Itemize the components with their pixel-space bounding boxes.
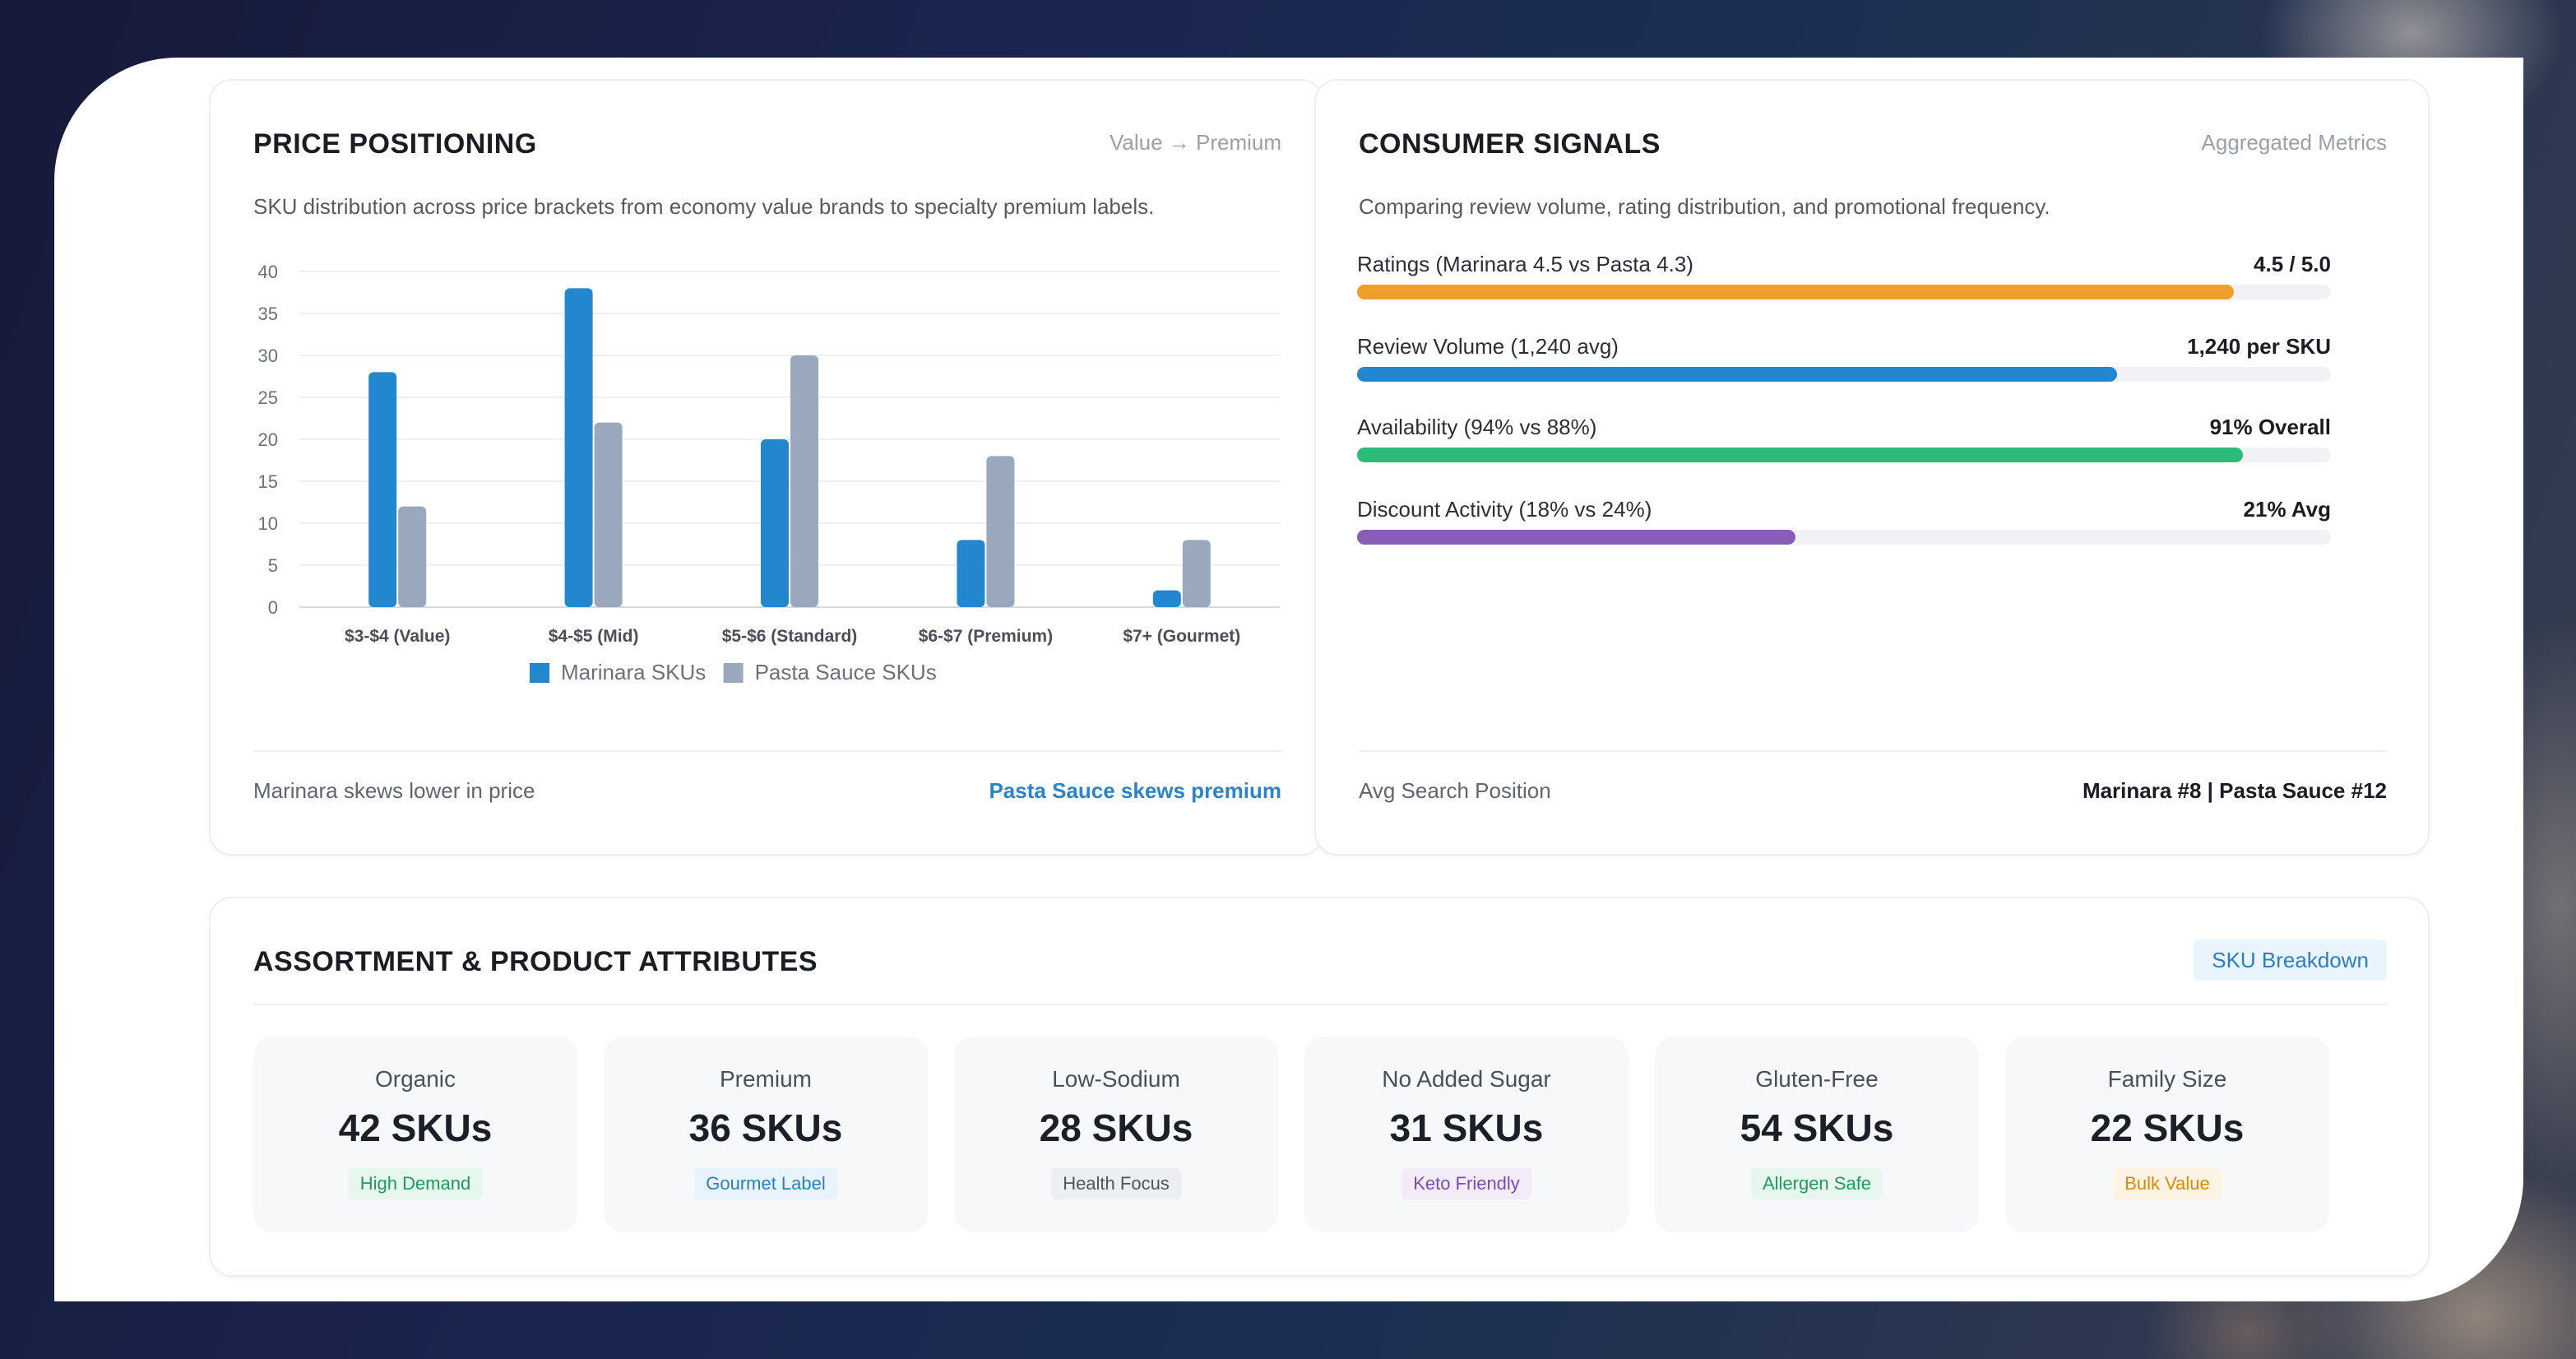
- price-footer-note: Marinara skews lower in price: [253, 778, 535, 803]
- assortment-divider: [253, 1004, 2387, 1005]
- bar-marinara: [368, 372, 397, 607]
- attribute-pill: Health Focus: [1051, 1168, 1181, 1199]
- metric-value: 1,240 per SKU: [2187, 334, 2331, 359]
- attribute-pill: Gourmet Label: [694, 1168, 837, 1199]
- progress-track: [1357, 285, 2331, 299]
- signals-footer-label: Avg Search Position: [1359, 778, 1551, 803]
- bar-marinara: [957, 540, 985, 607]
- signals-card-tag: Aggregated Metrics: [2201, 130, 2387, 155]
- attribute-name: Organic: [374, 1066, 456, 1092]
- dashboard-frame: PRICE POSITIONING Value → Premium SKU di…: [54, 58, 2523, 1301]
- y-tick-label: 35: [258, 304, 278, 324]
- attribute-sku-count: 28 SKUs: [1039, 1106, 1193, 1149]
- price-card-subtitle: SKU distribution across price brackets f…: [253, 194, 1155, 219]
- consumer-signals-card: CONSUMER SIGNALS Aggregated Metrics Comp…: [1314, 79, 2430, 856]
- x-tick-label: $4-$5 (Mid): [549, 627, 639, 646]
- x-tick-label: $5-$6 (Standard): [722, 627, 858, 646]
- attribute-name: No Added Sugar: [1382, 1066, 1551, 1092]
- bar-marinara: [761, 439, 789, 607]
- metric-label: Availability (94% vs 88%): [1357, 415, 1597, 439]
- progress-fill: [1357, 367, 2117, 382]
- attribute-pill: Allergen Safe: [1750, 1168, 1883, 1199]
- y-tick-label: 25: [258, 387, 278, 408]
- bar-marinara: [1152, 590, 1181, 607]
- legend-swatch: [530, 663, 549, 683]
- legend-label: Marinara SKUs: [561, 660, 706, 684]
- progress-track: [1357, 530, 2331, 545]
- legend-swatch: [723, 663, 744, 683]
- attribute-tile-low-sodium[interactable]: Low-Sodium 28 SKUs Health Focus: [954, 1037, 1278, 1232]
- y-tick-label: 15: [258, 471, 278, 492]
- bar-pasta-sauce: [594, 422, 623, 607]
- metric-label: Review Volume (1,240 avg): [1357, 334, 1619, 359]
- attribute-pill: Bulk Value: [2113, 1168, 2222, 1199]
- bar-pasta-sauce: [986, 456, 1015, 607]
- signals-card-subtitle: Comparing review volume, rating distribu…: [1359, 194, 2050, 219]
- x-tick-label: $7+ (Gourmet): [1123, 627, 1240, 646]
- bar-pasta-sauce: [1182, 540, 1211, 607]
- price-bar-chart: 0 5 10 15 20 25 30 35 40 $3-$4 (Value) $4-$5 (Mid)…: [258, 262, 1280, 684]
- attribute-sku-count: 31 SKUs: [1389, 1106, 1544, 1149]
- metric-value: 91% Overall: [2209, 415, 2331, 439]
- attribute-sku-count: 36 SKUs: [688, 1106, 843, 1149]
- x-tick-label: $3-$4 (Value): [345, 627, 450, 646]
- x-tick-label: $6-$7 (Premium): [919, 627, 1053, 646]
- attribute-pill: High Demand: [348, 1168, 483, 1199]
- progress-track: [1357, 367, 2331, 382]
- attribute-tile-organic[interactable]: Organic 42 SKUs High Demand: [253, 1037, 577, 1232]
- attribute-tile-gluten-free[interactable]: Gluten-Free 54 SKUs Allergen Safe: [1655, 1037, 1979, 1232]
- y-tick-label: 30: [258, 346, 278, 366]
- price-card-divider: [253, 750, 1281, 752]
- attribute-name: Low-Sodium: [1052, 1066, 1180, 1092]
- y-tick-label: 0: [268, 597, 278, 618]
- sku-breakdown-button[interactable]: SKU Breakdown: [2194, 939, 2387, 981]
- metric-label: Ratings (Marinara 4.5 vs Pasta 4.3): [1357, 252, 1693, 276]
- signals-footer-value: Marinara #8 | Pasta Sauce #12: [2082, 778, 2387, 803]
- y-tick-label: 40: [258, 262, 278, 282]
- progress-fill: [1357, 530, 1795, 545]
- y-tick-label: 10: [258, 513, 278, 534]
- attribute-tile-no-added-sugar[interactable]: No Added Sugar 31 SKUs Keto Friendly: [1304, 1037, 1629, 1232]
- price-footer-highlight[interactable]: Pasta Sauce skews premium: [989, 778, 1281, 803]
- bar-pasta-sauce: [790, 355, 818, 607]
- assortment-card: ASSORTMENT & PRODUCT ATTRIBUTES SKU Brea…: [209, 897, 2430, 1277]
- y-tick-label: 20: [258, 429, 278, 450]
- attribute-name: Family Size: [2107, 1066, 2227, 1092]
- progress-fill: [1357, 285, 2234, 299]
- signals-card-title: CONSUMER SIGNALS: [1359, 128, 1661, 160]
- bar-marinara: [564, 288, 593, 607]
- metric-label: Discount Activity (18% vs 24%): [1357, 497, 1652, 522]
- attribute-tile-premium[interactable]: Premium 36 SKUs Gourmet Label: [604, 1037, 928, 1232]
- price-card-tag: Value → Premium: [1109, 130, 1281, 155]
- y-tick-label: 5: [268, 555, 278, 576]
- signals-card-divider: [1359, 750, 2387, 752]
- attribute-pill: Keto Friendly: [1402, 1168, 1531, 1199]
- price-card-title: PRICE POSITIONING: [253, 128, 537, 160]
- assortment-card-title: ASSORTMENT & PRODUCT ATTRIBUTES: [253, 946, 818, 977]
- price-positioning-card: PRICE POSITIONING Value → Premium SKU di…: [209, 79, 1324, 856]
- legend-label: Pasta Sauce SKUs: [755, 660, 937, 684]
- progress-fill: [1357, 448, 2244, 462]
- attribute-name: Premium: [719, 1066, 812, 1092]
- attribute-tile-family-size[interactable]: Family Size 22 SKUs Bulk Value: [2005, 1037, 2329, 1232]
- attribute-name: Gluten-Free: [1755, 1066, 1879, 1092]
- metric-value: 21% Avg: [2243, 497, 2331, 522]
- attribute-sku-count: 54 SKUs: [1740, 1106, 1894, 1149]
- attribute-sku-count: 22 SKUs: [2090, 1106, 2245, 1149]
- metric-value: 4.5 / 5.0: [2254, 252, 2331, 276]
- progress-track: [1357, 448, 2331, 462]
- bar-pasta-sauce: [398, 506, 427, 607]
- attribute-sku-count: 42 SKUs: [338, 1106, 493, 1149]
